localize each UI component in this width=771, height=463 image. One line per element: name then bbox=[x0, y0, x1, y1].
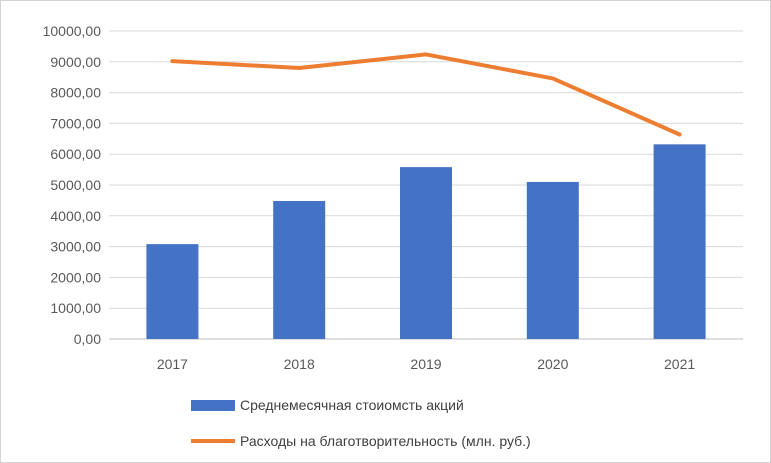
y-tick-label: 4000,00 bbox=[50, 208, 101, 224]
bar bbox=[146, 244, 199, 339]
y-tick-label: 8000,00 bbox=[50, 85, 101, 101]
y-tick-label: 1000,00 bbox=[50, 300, 101, 316]
bar bbox=[273, 201, 326, 339]
bar bbox=[400, 167, 452, 339]
legend-item-line-series: Расходы на благотворительность (млн. руб… bbox=[191, 433, 531, 449]
x-tick-label: 2019 bbox=[410, 356, 441, 372]
legend-label-line: Расходы на благотворительность (млн. руб… bbox=[240, 433, 531, 449]
y-tick-label: 10000,00 bbox=[43, 23, 102, 39]
y-tick-label: 6000,00 bbox=[50, 146, 101, 162]
line-series-path bbox=[170, 52, 682, 137]
x-tick-label: 2017 bbox=[157, 356, 188, 372]
x-tick-label: 2020 bbox=[537, 356, 568, 372]
y-tick-label: 0,00 bbox=[74, 331, 101, 347]
legend-item-bar-series: Среднемесячная стоиомсть акций bbox=[191, 397, 464, 413]
y-tick-label: 3000,00 bbox=[50, 239, 101, 255]
bar bbox=[526, 181, 579, 339]
y-tick-label: 2000,00 bbox=[50, 269, 101, 285]
legend-swatch-bar bbox=[191, 400, 235, 411]
legend: Среднемесячная стоиомсть акций Расходы н… bbox=[191, 397, 531, 449]
y-axis-tick-labels: 0,00 1000,00 2000,00 3000,00 4000,00 5000,00 6… bbox=[43, 23, 102, 347]
y-tick-label: 9000,00 bbox=[50, 54, 101, 70]
line-series bbox=[170, 52, 682, 137]
x-tick-label: 2021 bbox=[664, 356, 695, 372]
x-axis-tick-labels: 2017 2018 2019 2020 2021 bbox=[157, 356, 696, 372]
bar bbox=[653, 144, 706, 339]
y-tick-label: 7000,00 bbox=[50, 115, 101, 131]
x-tick-label: 2018 bbox=[284, 356, 315, 372]
legend-label-bar: Среднемесячная стоиомсть акций bbox=[240, 397, 464, 413]
bar-series bbox=[146, 144, 706, 339]
y-tick-label: 5000,00 bbox=[50, 177, 101, 193]
